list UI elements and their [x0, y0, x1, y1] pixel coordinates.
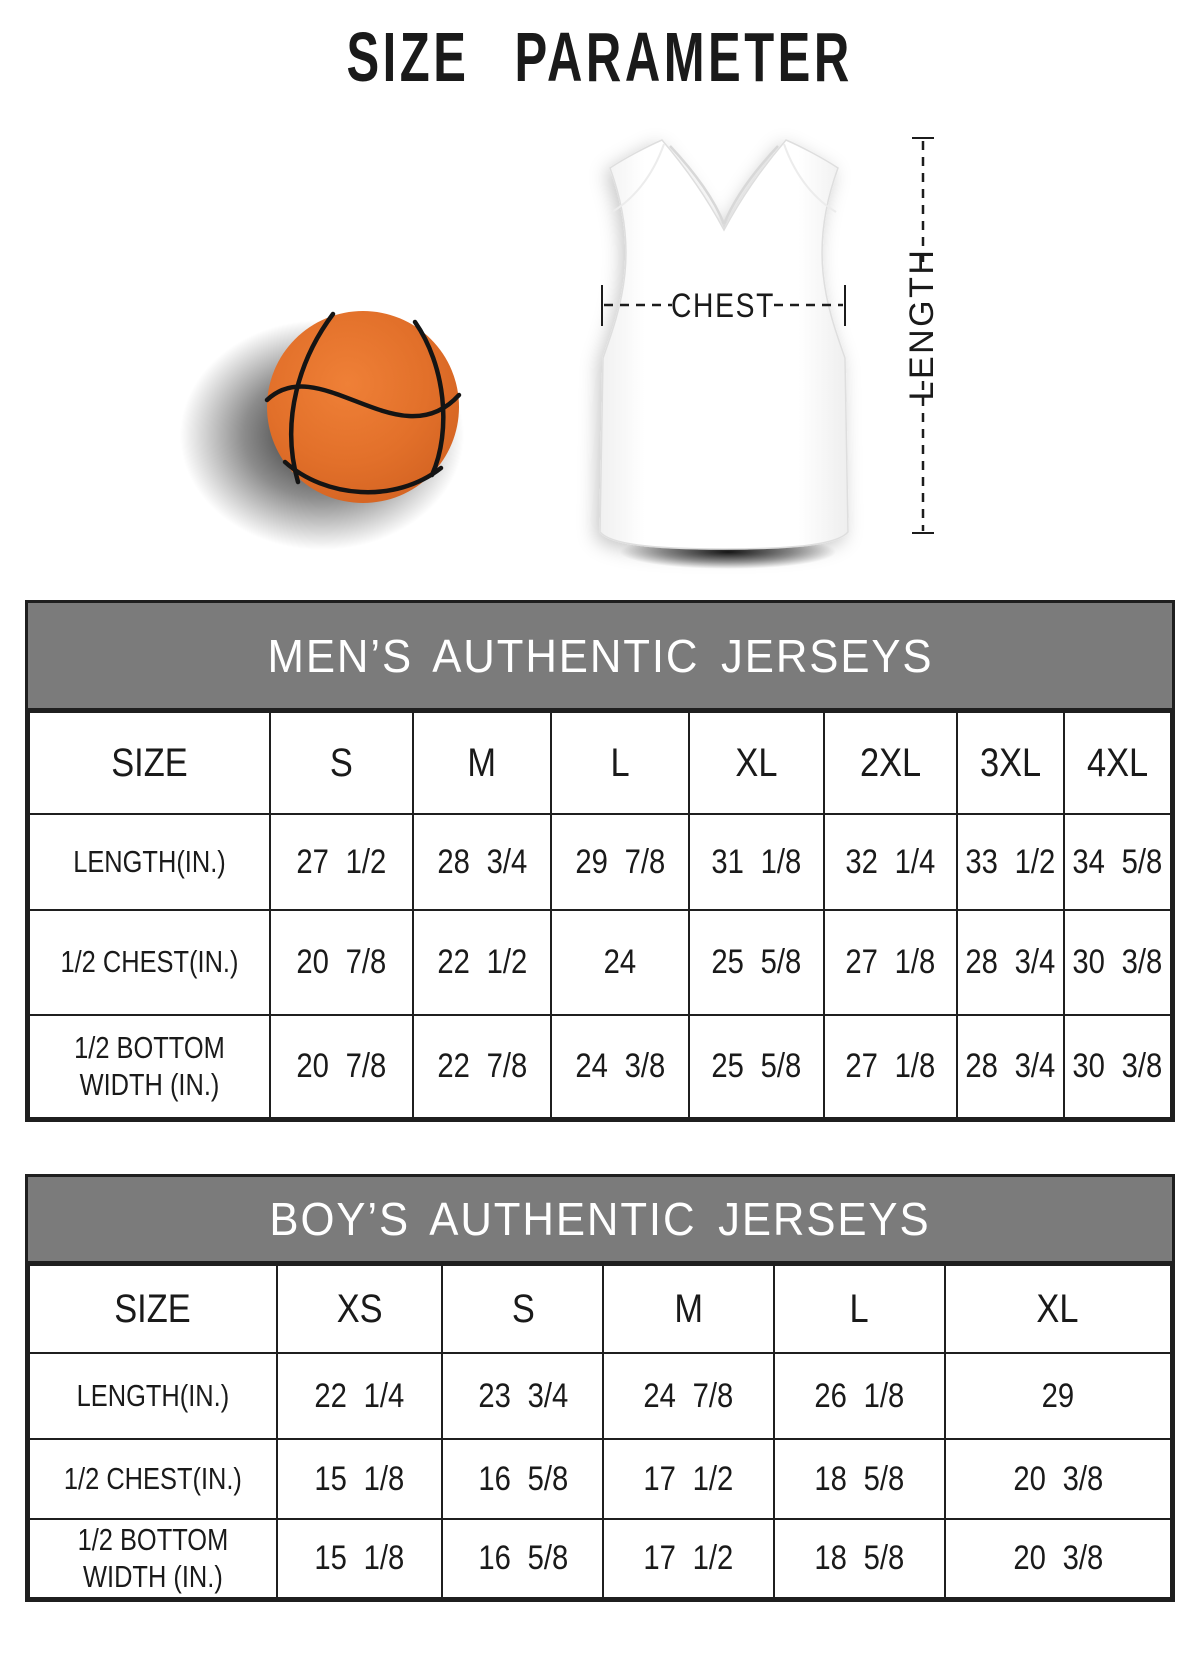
- table-cell: 18 5/8: [772, 1438, 946, 1520]
- boys-size-header: SIZE: [28, 1264, 278, 1354]
- table-cell: 20 3/8: [943, 1438, 1173, 1520]
- table-cell: 28 3/4: [956, 909, 1065, 1016]
- table-cell: 15 1/8: [275, 1438, 444, 1520]
- table-cell: 27 1/8: [822, 909, 959, 1016]
- table-cell: 26 1/8: [772, 1352, 946, 1440]
- jersey-image: [599, 139, 849, 569]
- table-cell: 28 3/4: [956, 1014, 1065, 1119]
- table-cell: 22 1/2: [411, 909, 552, 1016]
- table-cell: 18 5/8: [772, 1518, 946, 1599]
- boys-header-row: SIZE XS S M L XL: [28, 1264, 1173, 1354]
- page-title: SIZE PARAMETER: [0, 0, 1200, 92]
- row-label: 1/2 CHEST(IN.): [28, 909, 271, 1016]
- boys-bottom-width-row: 1/2 BOTTOM WIDTH (IN.) 15 1/8 16 5/8 17 …: [28, 1518, 1173, 1599]
- row-label: 1/2 BOTTOM WIDTH (IN.): [28, 1518, 278, 1599]
- table-cell: 33 1/2: [956, 813, 1065, 911]
- mens-length-row: LENGTH(IN.) 27 1/2 28 3/4 29 7/8 31 1/8 …: [28, 813, 1173, 911]
- mens-col-header-s: S: [268, 711, 414, 815]
- row-label: LENGTH(IN.): [28, 813, 271, 911]
- mens-chest-row: 1/2 CHEST(IN.) 20 7/8 22 1/2 24 25 5/8 2…: [28, 909, 1173, 1016]
- table-cell: 32 1/4: [822, 813, 959, 911]
- chest-measure: CHEST: [601, 285, 846, 326]
- table-cell: 15 1/8: [275, 1518, 444, 1599]
- mens-col-header-xl: XL: [688, 711, 825, 815]
- table-cell: 20 7/8: [268, 909, 414, 1016]
- row-label: 1/2 CHEST(IN.): [28, 1438, 278, 1520]
- boys-col-header-xl: XL: [943, 1264, 1173, 1354]
- mens-col-header-m: M: [411, 711, 552, 815]
- table-cell: 29: [943, 1352, 1173, 1440]
- row-label: LENGTH(IN.): [28, 1352, 278, 1440]
- length-measure: LENGTH: [903, 137, 941, 534]
- table-cell: 24 3/8: [549, 1014, 691, 1119]
- table-cell: 20 3/8: [943, 1518, 1173, 1599]
- table-cell: 25 5/8: [688, 1014, 825, 1119]
- boys-size-table: BOY’S AUTHENTIC JERSEYS SIZE XS S M L XL…: [25, 1174, 1175, 1602]
- table-cell: 29 7/8: [549, 813, 691, 911]
- chest-measure-label: CHEST: [671, 287, 775, 325]
- table-cell: 20 7/8: [268, 1014, 414, 1119]
- length-measure-label: LENGTH: [903, 248, 941, 401]
- boys-table-title-band: BOY’S AUTHENTIC JERSEYS: [28, 1177, 1172, 1264]
- boys-col-header-m: M: [602, 1264, 775, 1354]
- table-cell: 16 5/8: [441, 1438, 605, 1520]
- table-cell: 27 1/8: [822, 1014, 959, 1119]
- boys-col-header-xs: XS: [275, 1264, 444, 1354]
- table-cell: 30 3/8: [1062, 909, 1173, 1016]
- table-cell: 17 1/2: [602, 1518, 775, 1599]
- boys-col-header-l: L: [772, 1264, 946, 1354]
- table-cell: 24 7/8: [602, 1352, 775, 1440]
- boys-length-row: LENGTH(IN.) 22 1/4 23 3/4 24 7/8 26 1/8 …: [28, 1352, 1173, 1440]
- mens-col-header-4xl: 4XL: [1062, 711, 1173, 815]
- table-cell: 25 5/8: [688, 909, 825, 1016]
- size-diagram-canvas: CHEST LENGTH: [180, 137, 941, 569]
- table-cell: 22 1/4: [275, 1352, 444, 1440]
- boys-col-header-s: S: [441, 1264, 605, 1354]
- mens-col-header-l: L: [549, 711, 691, 815]
- table-cell: 28 3/4: [411, 813, 552, 911]
- table-cell: 31 1/8: [688, 813, 825, 911]
- mens-size-header: SIZE: [28, 711, 271, 815]
- table-cell: 34 5/8: [1062, 813, 1173, 911]
- mens-table-title: MEN’S AUTHENTIC JERSEYS: [267, 629, 933, 682]
- size-diagram: CHEST LENGTH: [0, 100, 1200, 600]
- table-cell: 24: [549, 909, 691, 1016]
- mens-header-row: SIZE S M L XL 2XL 3XL 4XL: [28, 711, 1173, 815]
- table-cell: 30 3/8: [1062, 1014, 1173, 1119]
- table-cell: 17 1/2: [602, 1438, 775, 1520]
- basketball-image: [180, 311, 464, 550]
- mens-col-header-3xl: 3XL: [956, 711, 1065, 815]
- table-cell: 16 5/8: [441, 1518, 605, 1599]
- page-title-text: SIZE PARAMETER: [346, 18, 854, 96]
- boys-table-title: BOY’S AUTHENTIC JERSEYS: [269, 1193, 931, 1245]
- row-label: 1/2 BOTTOM WIDTH (IN.): [28, 1014, 271, 1119]
- mens-size-grid: SIZE S M L XL 2XL 3XL 4XL LENGTH(IN.) 27…: [28, 711, 1173, 1119]
- mens-table-title-band: MEN’S AUTHENTIC JERSEYS: [28, 603, 1172, 711]
- table-cell: 23 3/4: [441, 1352, 605, 1440]
- boys-size-grid: SIZE XS S M L XL LENGTH(IN.) 22 1/4 23 3…: [28, 1264, 1173, 1599]
- boys-chest-row: 1/2 CHEST(IN.) 15 1/8 16 5/8 17 1/2 18 5…: [28, 1438, 1173, 1520]
- mens-bottom-width-row: 1/2 BOTTOM WIDTH (IN.) 20 7/8 22 7/8 24 …: [28, 1014, 1173, 1119]
- table-cell: 22 7/8: [411, 1014, 552, 1119]
- mens-size-table: MEN’S AUTHENTIC JERSEYS SIZE S M L XL 2X…: [25, 600, 1175, 1122]
- table-cell: 27 1/2: [268, 813, 414, 911]
- mens-col-header-2xl: 2XL: [822, 711, 959, 815]
